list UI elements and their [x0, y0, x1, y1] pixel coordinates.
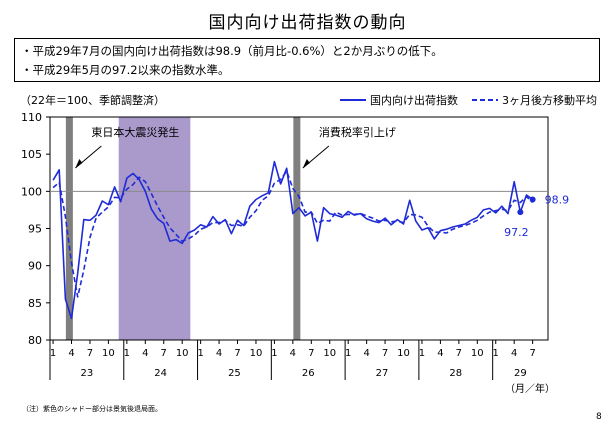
- annotation-may-2017: 97.2: [504, 226, 529, 239]
- legend-label-moving-average: 3ヶ月後方移動平均: [502, 94, 597, 107]
- x-tick-label: 10: [323, 348, 336, 359]
- x-tick-label: 7: [529, 348, 535, 359]
- x-tick-label: 1: [271, 348, 277, 359]
- x-tick-label: 4: [142, 348, 148, 359]
- y-tick-label: 105: [21, 148, 42, 161]
- x-tick-label: 7: [456, 348, 462, 359]
- footnote: （注）紫色のシャドー部分は景気後退局面。: [22, 405, 162, 413]
- x-tick-label: 7: [308, 348, 314, 359]
- x-tick-label: 10: [176, 348, 189, 359]
- event-bar-1: [293, 117, 301, 340]
- x-tick-label: 1: [345, 348, 351, 359]
- event-arrowhead-0: [75, 159, 83, 168]
- x-tick-label: 1: [493, 348, 499, 359]
- y-tick-label: 110: [21, 111, 42, 124]
- x-tick-label: 1: [197, 348, 203, 359]
- x-tick-label: 7: [87, 348, 93, 359]
- event-label-1: 消費税率引上げ: [319, 125, 396, 139]
- summary-line-1: ・平成29年7月の国内向け出荷指数は98.9（前月比-0.6%）と2か月ぶりの低…: [21, 44, 443, 58]
- year-label: 28: [449, 368, 462, 379]
- series-line-1: [52, 170, 534, 298]
- y-tick-label: 95: [28, 223, 42, 236]
- x-tick-label: 1: [50, 348, 56, 359]
- x-tick-label: 10: [102, 348, 115, 359]
- legend-dashed-line-icon: [472, 99, 498, 101]
- endpoint-marker: [529, 196, 536, 203]
- x-tick-label: 10: [471, 348, 484, 359]
- x-tick-label: 7: [382, 348, 388, 359]
- legend-item-moving-average: 3ヶ月後方移動平均: [472, 92, 597, 108]
- unit-label: （22年＝100、季節調整済）: [20, 94, 165, 107]
- year-label: 29: [514, 368, 527, 379]
- year-label: 25: [228, 368, 241, 379]
- marker-may-2017: [517, 209, 524, 216]
- legend-item-shipments: 国内向け出荷指数: [340, 92, 458, 108]
- legend-solid-line-icon: [340, 99, 366, 101]
- recession-shading: [118, 117, 191, 340]
- y-tick-label: 100: [21, 185, 42, 198]
- year-label: 24: [154, 368, 167, 379]
- annotation-latest: 98.9: [545, 194, 570, 207]
- event-arrowhead-1: [302, 159, 310, 168]
- x-tick-label: 4: [68, 348, 74, 359]
- y-tick-label: 90: [28, 260, 42, 273]
- year-label: 27: [376, 368, 389, 379]
- x-tick-label: 10: [397, 348, 410, 359]
- year-label: 26: [302, 368, 315, 379]
- x-tick-label: 4: [363, 348, 369, 359]
- x-tick-label: 1: [419, 348, 425, 359]
- x-tick-label: 10: [250, 348, 263, 359]
- page-number: 8: [596, 412, 602, 422]
- legend-label-shipments: 国内向け出荷指数: [370, 94, 458, 107]
- x-tick-label: 4: [290, 348, 296, 359]
- year-label: 23: [81, 368, 94, 379]
- page-title: 国内向け出荷指数の動向: [208, 13, 407, 33]
- y-tick-label: 80: [28, 334, 42, 347]
- x-tick-label: 4: [511, 348, 517, 359]
- summary-box: ・平成29年7月の国内向け出荷指数は98.9（前月比-0.6%）と2か月ぶりの低…: [14, 38, 600, 82]
- x-tick-label: 7: [234, 348, 240, 359]
- event-bar-0: [65, 117, 73, 340]
- chart-legend: 国内向け出荷指数 3ヶ月後方移動平均: [340, 92, 597, 108]
- series-line-0: [52, 160, 534, 320]
- y-tick-label: 85: [28, 297, 42, 310]
- summary-line-2: ・平成29年5月の97.2以来の指数水準。: [21, 63, 230, 77]
- x-tick-label: 1: [124, 348, 130, 359]
- event-label-0: 東日本大震災発生: [91, 125, 179, 139]
- x-unit-label: （月／年）: [505, 382, 555, 395]
- x-tick-label: 4: [216, 348, 222, 359]
- x-tick-label: 7: [161, 348, 167, 359]
- x-tick-label: 4: [437, 348, 443, 359]
